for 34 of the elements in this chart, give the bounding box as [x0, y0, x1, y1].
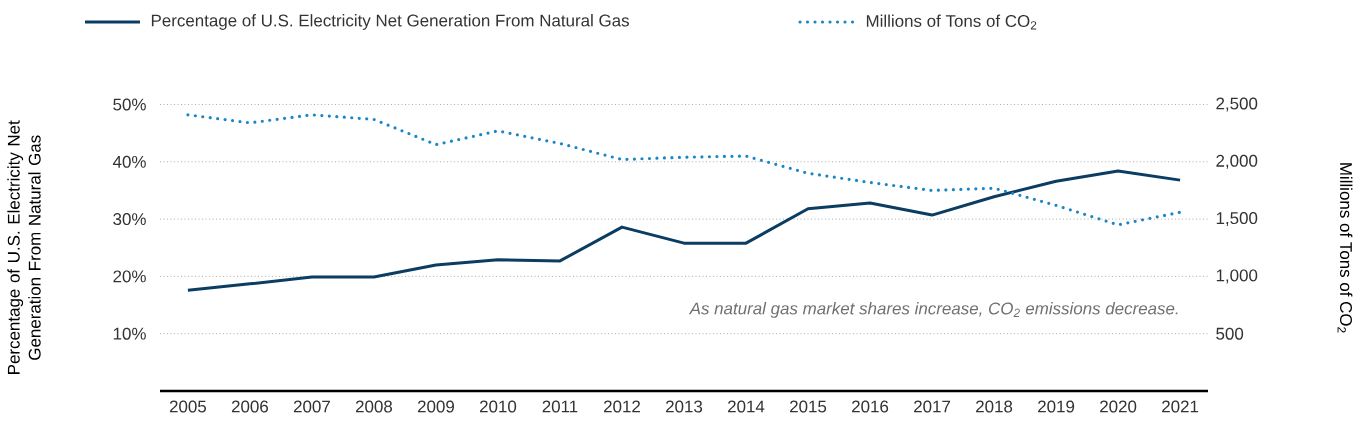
x-tick-label: 2015 [790, 400, 827, 413]
y-tick-label: 50% [113, 98, 146, 111]
y2-tick-label: 500 [1216, 327, 1244, 340]
x-tick-label: 2005 [169, 400, 207, 413]
x-tick-label: 2019 [1038, 400, 1075, 413]
y2-tick-label: 2,000 [1216, 154, 1258, 169]
x-tick-label: 2007 [293, 400, 330, 413]
x-tick-label: 2006 [231, 400, 268, 413]
x-tick-label: 2012 [604, 400, 640, 413]
x-tick-label: 2017 [914, 400, 951, 413]
x-tick-label: 2011 [542, 400, 578, 413]
y-tick-label: 20% [113, 270, 146, 283]
annotation: As natural gas market shares increase, CO$_{2}$ emissions decrease. [688, 302, 1178, 318]
x-tick-label: 2016 [852, 400, 889, 413]
x-tick-label: 2018 [976, 400, 1013, 413]
y-axis-title: Percentage of U.S. Electricity Net Generation From Natural Gas [7, 120, 41, 374]
y2-axis-title: Millions of Tons of CO$_{2}$ [1337, 163, 1353, 333]
y2-tick-label: 1,500 [1216, 212, 1258, 227]
y2-tick-label: 2,500 [1216, 97, 1258, 112]
y-tick-label: 10% [113, 327, 146, 340]
line-series [186, 169, 1182, 292]
legend-label: Percentage of U.S. Electricity Net Generation From Natural Gas [151, 14, 629, 30]
x-tick-label: 2008 [355, 400, 393, 413]
x-tick-label: 2020 [1100, 400, 1137, 413]
y-tick-label: 40% [112, 155, 146, 168]
x-tick-label: 2009 [417, 400, 454, 413]
x-tick-label: 2021 [1162, 400, 1199, 413]
line-series [186, 113, 1182, 227]
legend-label: Millions of Tons of CO$_{2}$ [866, 14, 1037, 30]
x-tick-label: 2013 [666, 400, 703, 413]
y2-tick-label: 1,000 [1216, 269, 1258, 284]
y-tick-label: 30% [113, 213, 146, 226]
x-tick-label: 2010 [479, 400, 517, 413]
x-tick-label: 2014 [728, 400, 765, 413]
